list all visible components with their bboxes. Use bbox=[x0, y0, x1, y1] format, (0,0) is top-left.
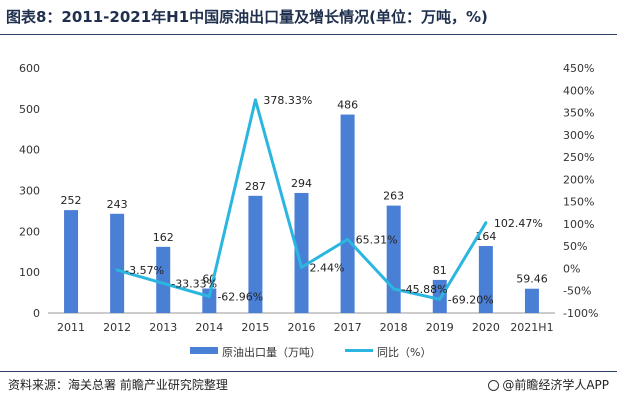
growth-point bbox=[161, 281, 165, 285]
title-divider bbox=[0, 34, 617, 35]
x-tick-label: 2012 bbox=[103, 321, 131, 334]
brand-label: @前瞻经济学人APP bbox=[502, 378, 609, 392]
x-tick-label: 2018 bbox=[380, 321, 408, 334]
y-left-tick-label: 0 bbox=[33, 307, 40, 320]
x-tick-label: 2019 bbox=[426, 321, 454, 334]
legend: 原油出口量（万吨） 同比（%） bbox=[0, 344, 617, 360]
growth-point bbox=[207, 295, 211, 299]
x-tick-label: 2011 bbox=[57, 321, 85, 334]
legend-item-bar: 原油出口量（万吨） bbox=[190, 344, 321, 360]
y-right-tick-label: 450% bbox=[563, 62, 594, 75]
legend-item-line: 同比（%） bbox=[345, 344, 431, 360]
growth-value-label: 2.44% bbox=[310, 261, 345, 274]
x-tick-label: 2015 bbox=[241, 321, 269, 334]
y-right-tick-label: 250% bbox=[563, 151, 594, 164]
bar bbox=[524, 288, 539, 313]
growth-point bbox=[392, 287, 396, 291]
bar-value-label: 243 bbox=[107, 198, 128, 211]
bar-value-label: 252 bbox=[61, 194, 82, 207]
x-tick-label: 2021H1 bbox=[510, 321, 553, 334]
x-tick-label: 2014 bbox=[195, 321, 223, 334]
y-right-tick-label: 0% bbox=[563, 262, 580, 275]
y-right-tick-label: 150% bbox=[563, 196, 594, 209]
x-tick-label: 2013 bbox=[149, 321, 177, 334]
bar-value-label: 486 bbox=[337, 99, 358, 112]
bar-value-label: 59.46 bbox=[516, 273, 548, 286]
chart-title: 图表8：2011-2021年H1中国原油出口量及增长情况(单位：万吨，%) bbox=[6, 8, 488, 26]
bar bbox=[294, 192, 309, 313]
growth-value-label: -45.88% bbox=[402, 283, 448, 296]
y-right-tick-label: 50% bbox=[563, 240, 587, 253]
y-left-tick-label: 500 bbox=[19, 103, 40, 116]
legend-bar-swatch bbox=[190, 347, 218, 354]
growth-value-label: 102.47% bbox=[494, 217, 543, 230]
bar-value-label: 263 bbox=[383, 190, 404, 203]
growth-value-label: -3.57% bbox=[125, 264, 164, 277]
bar bbox=[340, 114, 355, 313]
chart-canvas: 0 100 200 300 400 500 600 -100% -50% 0% 50% 100% 150… bbox=[19, 62, 598, 334]
bar bbox=[110, 213, 125, 313]
bar-value-label: 81 bbox=[433, 264, 447, 277]
y-right-tick-label: 100% bbox=[563, 218, 594, 231]
footer-divider bbox=[0, 371, 617, 372]
bar bbox=[248, 195, 263, 313]
source-note: 资料来源：海关总署 前瞻产业研究院整理 bbox=[8, 378, 228, 392]
growth-value-label: 65.31% bbox=[356, 233, 398, 246]
growth-point bbox=[438, 297, 442, 301]
growth-value-label: -69.20% bbox=[448, 293, 494, 306]
bar-value-label: 162 bbox=[153, 231, 174, 244]
bar bbox=[156, 246, 171, 313]
legend-bar-label: 原油出口量（万吨） bbox=[222, 346, 321, 359]
x-tick-label: 2017 bbox=[334, 321, 362, 334]
bar bbox=[478, 246, 493, 313]
brand-logo-icon bbox=[488, 380, 500, 391]
legend-line-swatch bbox=[345, 349, 373, 352]
growth-point bbox=[346, 237, 350, 241]
y-right-tick-label: 200% bbox=[563, 173, 594, 186]
bar-value-label: 287 bbox=[245, 180, 266, 193]
growth-point bbox=[253, 98, 257, 102]
y-left-tick-label: 400 bbox=[19, 144, 40, 157]
y-right-tick-label: 400% bbox=[563, 84, 594, 97]
y-right-tick-label: -50% bbox=[563, 285, 591, 298]
x-tick-label: 2016 bbox=[288, 321, 316, 334]
y-left-tick-label: 100 bbox=[19, 266, 40, 279]
bar-value-label: 294 bbox=[291, 177, 312, 190]
growth-point bbox=[115, 268, 119, 272]
x-tick-label: 2020 bbox=[472, 321, 500, 334]
bar bbox=[64, 210, 79, 313]
y-left-tick-label: 600 bbox=[19, 62, 40, 75]
growth-value-label: -62.96% bbox=[217, 291, 263, 304]
growth-value-label: 378.33% bbox=[263, 94, 312, 107]
y-right-tick-label: 350% bbox=[563, 107, 594, 120]
bar bbox=[386, 205, 401, 313]
y-left-tick-label: 300 bbox=[19, 185, 40, 198]
y-left-tick-label: 200 bbox=[19, 225, 40, 238]
y-right-tick-label: 300% bbox=[563, 129, 594, 142]
growth-point bbox=[484, 221, 488, 225]
brand-credit: @前瞻经济学人APP bbox=[488, 376, 609, 393]
growth-value-label: -33.33% bbox=[171, 277, 217, 290]
growth-point bbox=[300, 265, 303, 269]
y-right-tick-label: -100% bbox=[563, 307, 598, 320]
legend-line-label: 同比（%） bbox=[377, 346, 432, 359]
